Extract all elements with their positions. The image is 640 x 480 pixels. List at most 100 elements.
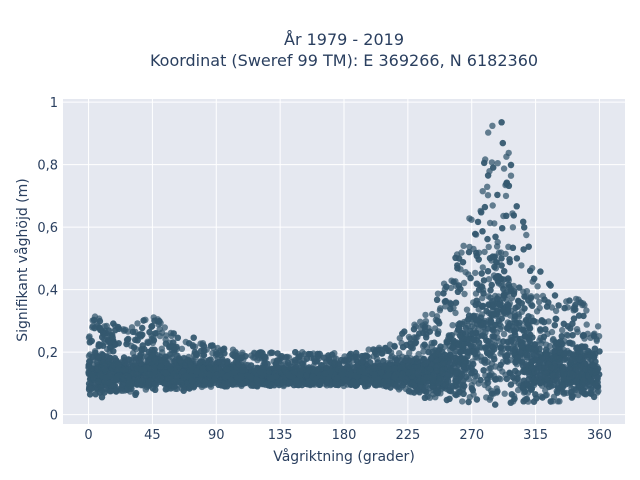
data-point	[130, 344, 138, 351]
data-point	[516, 284, 523, 291]
data-point	[537, 268, 544, 275]
data-point	[566, 339, 574, 346]
data-point	[452, 309, 459, 317]
data-point	[507, 172, 515, 179]
data-point	[420, 348, 427, 355]
data-point	[535, 298, 543, 306]
data-point	[514, 386, 522, 394]
data-point	[561, 389, 568, 396]
data-point	[509, 224, 517, 231]
data-point	[459, 259, 467, 266]
data-point	[494, 191, 501, 199]
data-point	[490, 333, 498, 340]
data-point	[547, 398, 554, 405]
data-point	[552, 307, 560, 315]
data-point	[502, 250, 509, 258]
data-point	[442, 303, 449, 310]
data-point	[417, 318, 424, 325]
data-point	[466, 215, 473, 222]
data-point	[595, 333, 603, 340]
data-points	[85, 119, 603, 408]
data-point	[500, 338, 507, 345]
data-point	[518, 262, 525, 269]
data-point	[556, 398, 563, 405]
data-point	[254, 356, 261, 364]
data-point	[495, 317, 502, 324]
data-point	[480, 367, 487, 374]
data-point	[489, 122, 496, 129]
data-point	[461, 290, 468, 298]
data-point	[429, 310, 436, 318]
data-point	[514, 375, 521, 383]
data-point	[161, 324, 168, 331]
data-point	[484, 268, 492, 275]
data-point	[503, 325, 511, 332]
data-point	[462, 324, 470, 332]
data-point	[472, 269, 479, 277]
data-point	[436, 307, 444, 314]
data-point	[178, 345, 186, 352]
data-point	[396, 350, 403, 357]
data-point	[484, 192, 492, 199]
data-point	[460, 279, 468, 287]
data-point	[569, 320, 576, 327]
data-point	[534, 283, 541, 290]
data-point	[452, 254, 459, 261]
data-point	[487, 287, 494, 294]
data-point	[494, 160, 501, 167]
data-point	[540, 319, 548, 326]
data-point	[440, 290, 447, 297]
data-point	[295, 354, 302, 361]
data-point	[583, 307, 590, 314]
data-point	[449, 322, 456, 329]
data-point	[499, 368, 506, 375]
data-point	[120, 327, 128, 334]
data-point	[406, 349, 413, 357]
data-point	[488, 159, 496, 166]
data-point	[463, 306, 471, 313]
data-point	[583, 321, 590, 328]
data-point	[480, 277, 488, 284]
data-point	[481, 248, 488, 256]
data-point	[481, 381, 488, 389]
data-point	[422, 311, 429, 319]
data-point	[543, 341, 550, 348]
data-point	[458, 249, 465, 256]
data-point	[239, 349, 246, 356]
data-point	[563, 331, 570, 338]
data-point	[489, 202, 496, 209]
data-point	[501, 390, 508, 397]
data-point	[500, 330, 508, 338]
data-point	[411, 334, 418, 341]
data-point	[537, 340, 545, 347]
data-point	[573, 326, 581, 333]
data-point	[387, 354, 395, 362]
data-point	[492, 376, 500, 383]
data-point	[479, 294, 486, 302]
data-point	[533, 308, 541, 315]
data-point	[533, 293, 540, 300]
data-point	[485, 243, 492, 251]
data-point	[595, 387, 602, 395]
data-point	[162, 386, 169, 393]
data-point	[485, 129, 492, 136]
data-point	[479, 264, 486, 271]
data-point	[523, 288, 531, 295]
data-point	[572, 301, 579, 309]
data-point	[134, 320, 141, 327]
data-point	[405, 333, 413, 341]
data-point	[594, 323, 602, 330]
data-point	[443, 283, 450, 290]
data-point	[500, 285, 507, 293]
data-point	[498, 119, 505, 126]
data-point	[460, 242, 467, 249]
data-point	[505, 345, 512, 352]
data-point	[477, 376, 484, 384]
data-point	[506, 320, 514, 327]
data-point	[433, 313, 441, 320]
data-point	[459, 398, 466, 405]
data-point	[484, 183, 491, 190]
data-point	[521, 305, 528, 312]
data-point	[523, 231, 530, 239]
